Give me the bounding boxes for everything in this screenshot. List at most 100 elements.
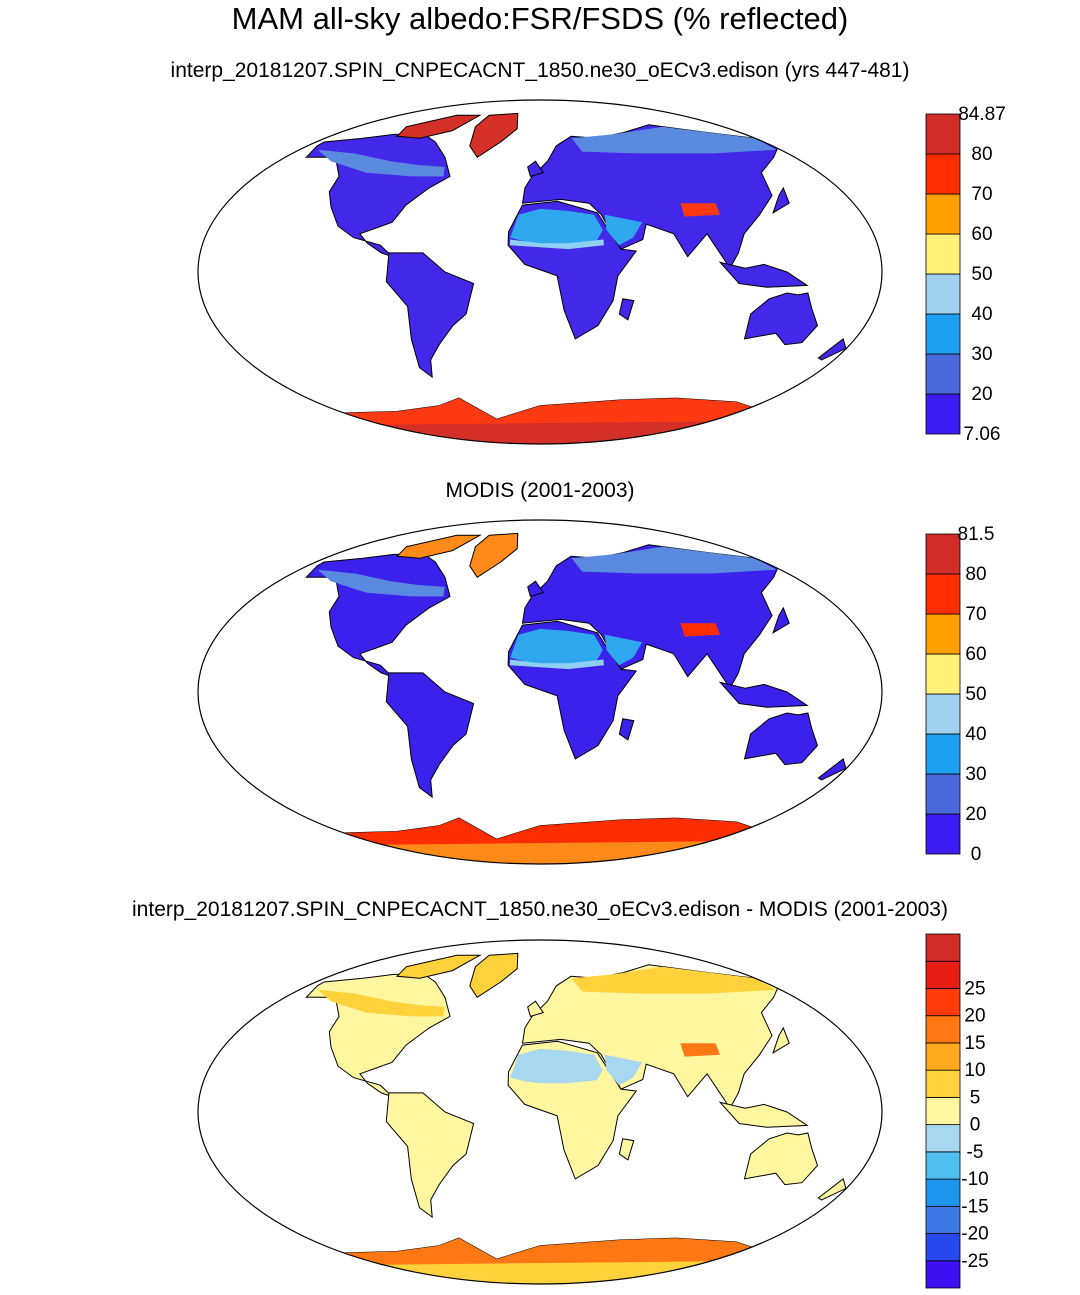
panel-3-map — [197, 939, 883, 1285]
panel-1-title: interp_20181207.SPIN_CNPECACNT_1850.ne30… — [170, 59, 910, 82]
map-border — [197, 99, 883, 445]
colorbar-box — [925, 1260, 961, 1289]
colorbar-label: 5 — [970, 1087, 981, 1108]
colorbar-label: -20 — [961, 1224, 988, 1245]
colorbar-box — [925, 773, 961, 815]
colorbar-label: 84.87 — [958, 104, 1006, 125]
colorbar-box — [925, 573, 961, 615]
new-zealand — [817, 758, 847, 781]
colorbar-label: -25 — [961, 1251, 988, 1272]
colorbar-label: 80 — [965, 564, 986, 585]
colorbar-label: 30 — [965, 764, 986, 785]
south-america-land — [385, 1092, 475, 1219]
colorbar-box — [925, 353, 961, 395]
madagascar — [618, 718, 635, 741]
arabia-central-asia — [604, 214, 643, 246]
colorbar-label: -10 — [961, 1169, 988, 1190]
british-isles — [527, 580, 544, 598]
madagascar — [618, 298, 635, 321]
colorbar-label: 40 — [971, 304, 992, 325]
tibet-highland — [680, 623, 720, 637]
colorbar-box — [925, 1205, 961, 1234]
greenland — [469, 952, 519, 998]
north-america-boreal — [317, 989, 445, 1017]
colorbar-label: 7.06 — [964, 424, 1001, 445]
japan — [772, 186, 790, 214]
colorbar-box — [925, 933, 961, 962]
north-america-boreal — [317, 569, 445, 597]
eurasia-land — [521, 124, 781, 270]
eurasia-land — [521, 964, 781, 1110]
panel-3-title: interp_20181207.SPIN_CNPECACNT_1850.ne30… — [132, 898, 948, 921]
colorbar-label: 70 — [965, 604, 986, 625]
colorbar-label: 20 — [964, 1006, 985, 1027]
sahel-band — [509, 239, 604, 250]
colorbar-box — [925, 1015, 961, 1044]
colorbar-box — [925, 988, 961, 1017]
colorbar-label: 50 — [965, 684, 986, 705]
japan — [772, 1026, 790, 1054]
colorbar-box — [925, 813, 961, 855]
colorbar-box — [925, 1178, 961, 1207]
colorbar-box — [925, 1124, 961, 1153]
colorbar-label: 20 — [965, 804, 986, 825]
colorbar-box — [925, 613, 961, 655]
colorbar-box — [925, 233, 961, 275]
eurasia-boreal — [571, 126, 777, 154]
panel-2-map — [197, 519, 883, 865]
panel-2-title: MODIS (2001-2003) — [445, 479, 635, 502]
colorbar-label: 10 — [964, 1060, 985, 1081]
map-border — [197, 519, 883, 865]
british-isles — [527, 1000, 544, 1018]
colorbar-box — [925, 313, 961, 355]
arabia-central-asia — [604, 1054, 643, 1086]
indonesia — [718, 681, 809, 708]
sahara — [510, 628, 603, 666]
colorbar-label: 15 — [964, 1033, 985, 1054]
indonesia — [718, 1101, 809, 1128]
colorbar-label: 20 — [971, 384, 992, 405]
antarctic-coast — [329, 1238, 760, 1265]
panel-1-map — [197, 99, 883, 445]
colorbar-label: 0 — [971, 844, 982, 865]
japan — [772, 606, 790, 634]
antarctic-coast — [329, 818, 760, 845]
colorbar-box — [925, 393, 961, 435]
sahara — [510, 1048, 603, 1086]
colorbar-box — [925, 1069, 961, 1098]
indonesia — [718, 261, 809, 288]
eurasia-boreal — [571, 546, 777, 574]
british-isles — [527, 160, 544, 178]
north-america-boreal — [317, 149, 445, 177]
australia-land — [743, 1132, 819, 1186]
colorbar-label: 81.5 — [958, 524, 995, 545]
colorbar-label: 0 — [970, 1115, 981, 1136]
arctic-archipelago — [396, 114, 482, 139]
greenland — [469, 112, 519, 158]
madagascar — [618, 1138, 635, 1161]
colorbar-label: -5 — [967, 1142, 984, 1163]
panel-3-colorbar: -25 -20 -15 -10 -5 0 5 10 15 20 25 — [925, 933, 989, 1289]
colorbar-box — [925, 733, 961, 775]
eurasia-boreal — [571, 966, 777, 994]
colorbar-box — [925, 113, 961, 155]
colorbar-label: 80 — [971, 144, 992, 165]
south-america-land — [385, 672, 475, 799]
tibet-highland — [680, 1043, 720, 1057]
colorbar-box — [925, 273, 961, 315]
panel-1-colorbar: 7.06 20 30 40 50 60 70 80 84.87 — [925, 104, 1006, 445]
colorbar-box — [925, 653, 961, 695]
australia-land — [743, 712, 819, 766]
tibet-highland — [680, 203, 720, 217]
arabia-central-asia — [604, 634, 643, 666]
sahara — [510, 208, 603, 246]
colorbar-label: 40 — [965, 724, 986, 745]
eurasia-land — [521, 544, 781, 690]
colorbar-label: -15 — [961, 1196, 988, 1217]
colorbar-label: 70 — [971, 184, 992, 205]
australia-land — [743, 292, 819, 346]
colorbar-box — [925, 1042, 961, 1071]
colorbar-box — [925, 960, 961, 989]
colorbar-label: 60 — [971, 224, 992, 245]
new-zealand — [817, 338, 847, 361]
